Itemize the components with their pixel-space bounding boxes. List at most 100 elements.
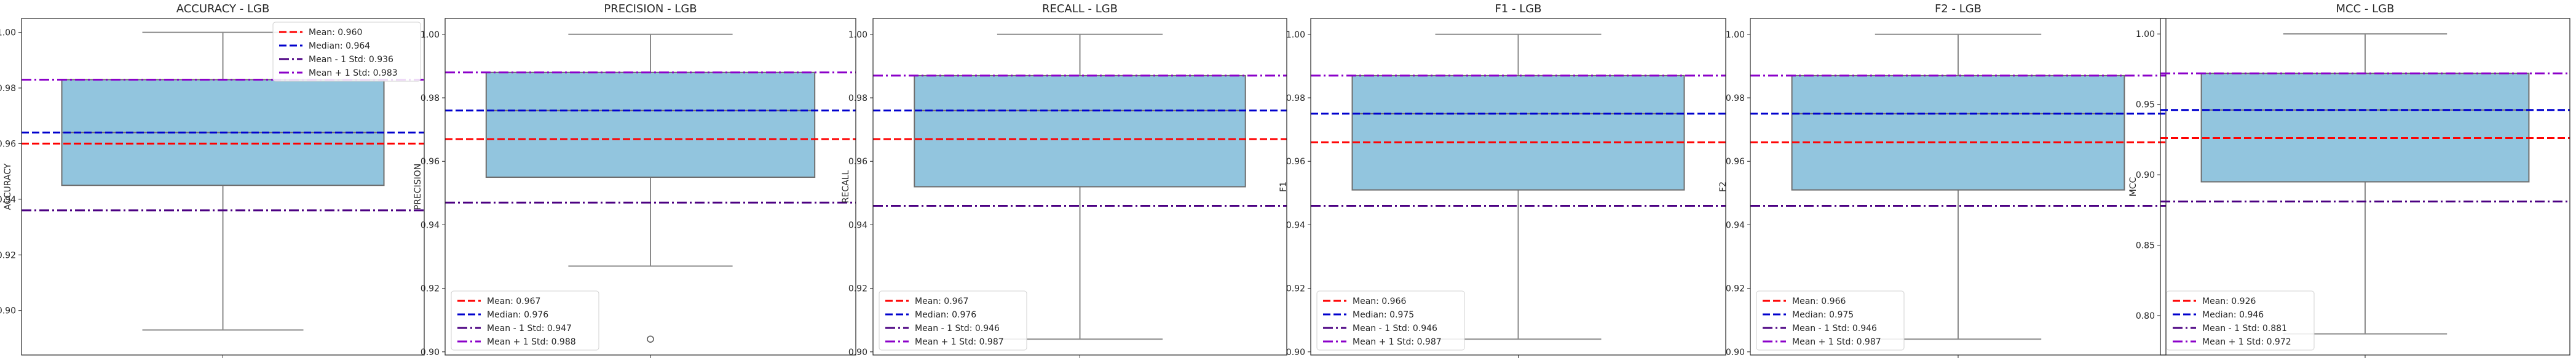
- y-tick-label: 0.95: [2136, 100, 2155, 110]
- iqr-box: [1351, 74, 1685, 191]
- y-tick-label: 0.85: [2136, 241, 2155, 250]
- axes-frame: [2160, 18, 2570, 356]
- axes-frame: [872, 18, 1287, 356]
- y-tick-label: 0.90: [1286, 348, 1305, 357]
- y-tick-label: 0.96: [0, 139, 16, 149]
- panel-title: RECALL - LGB: [1042, 2, 1118, 15]
- y-tick-label: 0.92: [1286, 284, 1305, 294]
- legend-box: [1756, 290, 1905, 351]
- legend-entry: Mean: 0.967: [487, 297, 540, 306]
- y-tick-label: 0.92: [1726, 284, 1745, 294]
- legend-entry: Mean: 0.967: [915, 297, 968, 306]
- iqr-box: [485, 71, 816, 178]
- y-tick-label: 1.00: [2136, 30, 2155, 39]
- y-tick-label: 0.96: [421, 157, 440, 167]
- panel-title: MCC - LGB: [2336, 2, 2395, 15]
- y-tick-label: 0.90: [848, 348, 867, 357]
- y-axis-label: PRECISION: [413, 164, 423, 210]
- y-tick-label: 0.98: [848, 94, 867, 103]
- legend-entry: Median: 0.946: [2202, 310, 2264, 320]
- panel-title: ACCURACY - LGB: [176, 2, 270, 15]
- legend-entry: Mean + 1 Std: 0.987: [1353, 337, 1442, 347]
- y-tick-label: 0.90: [421, 348, 440, 357]
- y-tick-label: 0.94: [421, 220, 440, 230]
- y-tick-label: 0.92: [848, 284, 867, 294]
- legend-entry: Mean - 1 Std: 0.936: [309, 55, 393, 65]
- y-tick-label: 0.90: [2136, 170, 2155, 180]
- y-tick-label: 0.94: [848, 220, 867, 230]
- panel-4: F1 - LGB F1 0.90 0.92 0.94 0.96 0.98 1.00 Mean: …: [1279, 2, 1726, 358]
- legend-entry: Median: 0.964: [309, 41, 370, 51]
- y-tick-label: 0.90: [1726, 348, 1745, 357]
- y-tick-label: 1.00: [1726, 30, 1745, 40]
- legend-box: [451, 290, 599, 351]
- legend: Mean: 0.967 Median: 0.976 Mean - 1 Std: 0.…: [879, 290, 1027, 351]
- y-tick-label: 0.98: [0, 84, 16, 94]
- legend-box: [879, 290, 1027, 351]
- legend-box: [272, 22, 421, 82]
- panel-1: ACCURACY - LGB ACCURACY 0.90 0.92 0.94 0.96 0.…: [0, 2, 425, 358]
- y-tick-label: 1.00: [0, 28, 16, 38]
- legend: Mean: 0.926 Median: 0.946 Mean - 1 Std: 0.…: [2166, 290, 2315, 351]
- legend-entry: Mean + 1 Std: 0.972: [2202, 337, 2291, 347]
- legend-entry: Mean + 1 Std: 0.983: [309, 68, 398, 78]
- y-tick-label: 0.98: [1286, 94, 1305, 103]
- y-tick-label: 0.92: [0, 250, 16, 260]
- legend: Mean: 0.960 Median: 0.964 Mean - 1 Std: 0.…: [272, 22, 421, 82]
- y-axis-label: RECALL: [841, 170, 851, 204]
- y-tick-label: 0.80: [2136, 311, 2155, 321]
- panel-2: PRECISION - LGB PRECISION 0.90 0.92 0.94 0.96…: [413, 2, 856, 358]
- legend: Mean: 0.966 Median: 0.975 Mean - 1 Std: 0.…: [1756, 290, 1905, 351]
- y-tick-label: 0.94: [0, 195, 16, 205]
- y-tick-label: 0.94: [1726, 220, 1745, 230]
- axes-frame: [1310, 18, 1726, 356]
- legend-box: [2166, 290, 2315, 351]
- y-tick-label: 0.92: [421, 284, 440, 294]
- legend-entry: Mean - 1 Std: 0.946: [1353, 324, 1437, 333]
- axes-frame: [1750, 18, 2167, 356]
- legend: Mean: 0.966 Median: 0.975 Mean - 1 Std: 0.…: [1316, 290, 1465, 351]
- y-axis-label: MCC: [2128, 177, 2138, 196]
- legend-entry: Median: 0.976: [487, 310, 548, 320]
- legend-entry: Mean: 0.926: [2202, 297, 2256, 306]
- legend-entry: Mean: 0.960: [309, 28, 362, 38]
- legend-entry: Mean - 1 Std: 0.881: [2202, 324, 2287, 333]
- panel-3: RECALL - LGB RECALL 0.90 0.92 0.94 0.96 0.98 1.…: [841, 2, 1287, 358]
- y-tick-label: 0.96: [1286, 157, 1305, 167]
- legend-entry: Median: 0.975: [1353, 310, 1414, 320]
- legend-entry: Mean + 1 Std: 0.987: [915, 337, 1004, 347]
- iqr-box: [2200, 73, 2530, 183]
- legend-entry: Mean - 1 Std: 0.947: [487, 324, 572, 333]
- legend-entry: Mean + 1 Std: 0.988: [487, 337, 576, 347]
- y-tick-label: 0.98: [421, 94, 440, 103]
- iqr-box: [914, 74, 1246, 188]
- y-tick-label: 1.00: [848, 30, 867, 40]
- y-axis-label: ACCURACY: [3, 163, 13, 210]
- legend-entry: Mean: 0.966: [1792, 297, 1846, 306]
- y-tick-label: 0.90: [0, 306, 16, 316]
- legend-box: [1316, 290, 1465, 351]
- iqr-box: [1791, 74, 2125, 191]
- panel-title: PRECISION - LGB: [604, 2, 697, 15]
- outlier-point: [647, 335, 654, 343]
- y-tick-label: 1.00: [1286, 30, 1305, 40]
- panel-5: F2 - LGB F2 0.90 0.92 0.94 0.96 0.98 1.00 Mean: …: [1718, 2, 2167, 358]
- y-tick-label: 0.96: [1726, 157, 1745, 167]
- legend-entry: Mean + 1 Std: 0.987: [1792, 337, 1881, 347]
- y-tick-label: 0.98: [1726, 94, 1745, 103]
- legend-entry: Median: 0.976: [915, 310, 976, 320]
- legend-entry: Mean - 1 Std: 0.946: [915, 324, 1000, 333]
- legend: Mean: 0.967 Median: 0.976 Mean - 1 Std: 0.…: [451, 290, 599, 351]
- panel-6: MCC - LGB MCC 0.80 0.85 0.90 0.95 1.00 Mean: 0.…: [2128, 2, 2570, 358]
- legend-entry: Mean - 1 Std: 0.946: [1792, 324, 1877, 333]
- y-axis-label: F2: [1718, 182, 1728, 192]
- y-axis-label: F1: [1279, 182, 1289, 192]
- y-tick-label: 0.94: [1286, 220, 1305, 230]
- axes-frame: [21, 18, 425, 356]
- y-tick-label: 1.00: [421, 30, 440, 40]
- legend-entry: Median: 0.975: [1792, 310, 1854, 320]
- axes-frame: [444, 18, 856, 356]
- legend-entry: Mean: 0.966: [1353, 297, 1406, 306]
- panel-title: F2 - LGB: [1935, 2, 1981, 15]
